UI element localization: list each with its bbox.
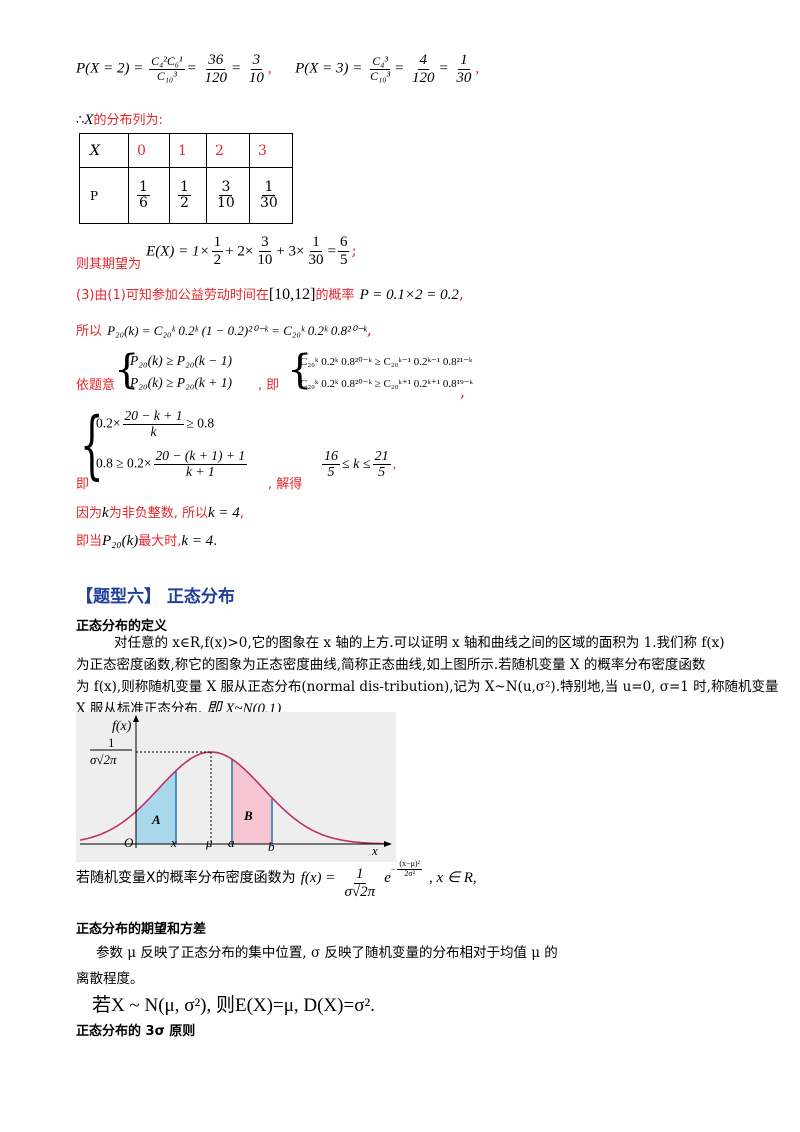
region-a-label: A: [151, 812, 161, 827]
probability-line: P(X = 2) = C₄²C₆¹ C₁₀³ = 36 120 = 3 10, P(X =…: [76, 52, 480, 86]
density-line: 若随机变量X的概率分布密度函数为 f(x) = 1 σ√2π e − (x−μ)² 2σ…: [76, 858, 477, 900]
definition-title: 正态分布的定义: [76, 619, 168, 634]
moments-paragraph: 参数 μ 反映了正态分布的集中位置, σ 反映了随机变量的分布相对于均值 μ 的…: [76, 945, 558, 987]
table-value: 2: [206, 133, 250, 168]
y-axis-arrow: [133, 715, 139, 722]
x-axis-label: x: [372, 843, 378, 858]
table-header-x: X: [79, 133, 129, 168]
table-prob: 3 10: [206, 167, 250, 224]
moments-formula: 若X ~ N(μ, σ²), 则E(X)=μ, D(X)=σ².: [92, 995, 375, 1016]
peak-numerator: 1: [108, 735, 115, 750]
tick-mu-label: μ: [206, 835, 213, 850]
x-axis-arrow: [384, 841, 392, 847]
origin-label: O: [124, 835, 134, 850]
nonneg-line: 因为k为非负整数, 所以k = 4,: [76, 505, 244, 521]
system2: 即 { 0.2× 20 − k + 1 k ≥ 0.8 0.8 ≥ 0.2× 20 − …: [76, 402, 397, 492]
region-a-shade: [136, 770, 176, 844]
binomial-line: 所以 P₂₀(k) = C₂₀ᵏ 0.2ᵏ (1 − 0.2)²⁰⁻ᵏ = C₂…: [76, 320, 372, 339]
section-heading: 【题型六】 正态分布: [76, 587, 235, 607]
tick-b-label: b: [268, 839, 275, 854]
table-value: 3: [249, 133, 293, 168]
table-value: 0: [128, 133, 170, 168]
peak-denominator: σ√2π: [90, 752, 117, 767]
table-value: 1: [169, 133, 207, 168]
region-b-label: B: [243, 808, 253, 823]
tick-x-label: x: [171, 835, 177, 850]
moments-title: 正态分布的期望和方差: [76, 922, 207, 937]
definition-paragraph: 对任意的 x∈R,f(x)>0,它的图象在 x 轴的上方.可以证明 x 轴和曲线…: [76, 635, 779, 717]
tick-a-label: a: [228, 835, 235, 850]
three-sigma-title: 正态分布的 3σ 原则: [76, 1024, 196, 1039]
conclusion-line: 即当P₂₀(k)最大时,k = 4.: [76, 533, 218, 549]
region-b-shade: [232, 759, 272, 844]
expectation-line: 则其期望为 E(X) = 1× 1 2 + 2× 3 10 + 3× 1 30 = 6 5;: [76, 234, 357, 272]
p2-lhs: P(X = 2) =: [76, 60, 144, 77]
normal-curve-graph: f(x) 1 σ√2π A B: [76, 712, 396, 862]
distribution-intro: ∴X的分布列为:: [76, 112, 163, 128]
p3-numeric-fraction: 4 120: [412, 52, 435, 86]
table-prob: 1 30: [249, 167, 293, 224]
density-curve: [79, 751, 387, 845]
y-axis-label: f(x): [112, 719, 132, 734]
step3-line: (3)由(1)可知参加公益劳动时间在[10,12]的概率 P = 0.1×2 =…: [76, 284, 464, 303]
p2-numeric-fraction: 36 120: [204, 52, 227, 86]
table-header-p: P: [79, 167, 129, 224]
p2-combination-fraction: C₄²C₆¹ C₁₀³: [149, 54, 185, 83]
p3-reduced-fraction: 1 30: [456, 52, 472, 86]
p3-lhs: P(X = 3) =: [295, 60, 363, 77]
p2-reduced-fraction: 3 10: [248, 52, 264, 86]
p3-combination-fraction: C₄³ C₁₀³: [370, 54, 391, 83]
